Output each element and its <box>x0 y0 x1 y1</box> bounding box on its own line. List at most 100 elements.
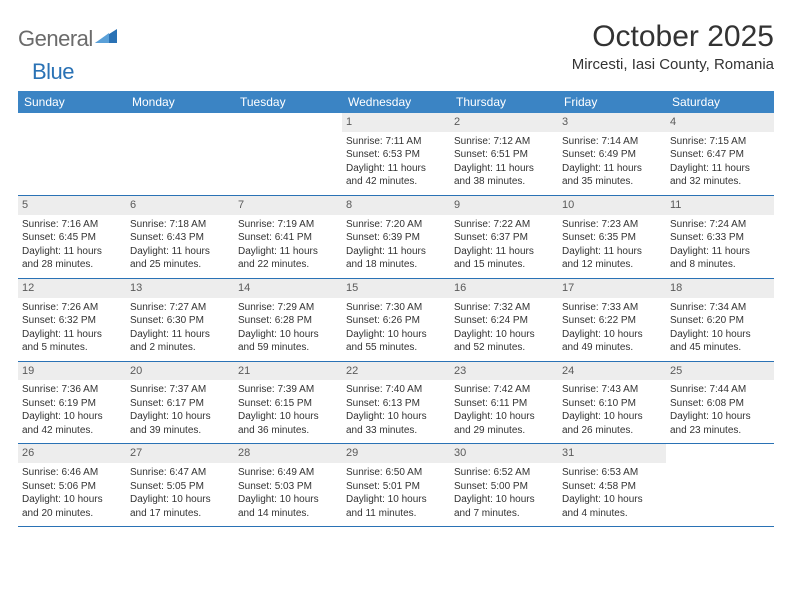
sunrise-text: Sunrise: 7:26 AM <box>22 301 122 315</box>
sunrise-text: Sunrise: 7:36 AM <box>22 383 122 397</box>
daylight-text: Daylight: 10 hours <box>346 410 446 424</box>
daylight-text: and 32 minutes. <box>670 175 770 189</box>
daylight-text: Daylight: 10 hours <box>670 410 770 424</box>
day-cell: 19Sunrise: 7:36 AMSunset: 6:19 PMDayligh… <box>18 362 126 444</box>
sunset-text: Sunset: 6:13 PM <box>346 397 446 411</box>
daylight-text: Daylight: 10 hours <box>454 410 554 424</box>
sunset-text: Sunset: 6:35 PM <box>562 231 662 245</box>
day-cell: 12Sunrise: 7:26 AMSunset: 6:32 PMDayligh… <box>18 279 126 361</box>
daylight-text: and 35 minutes. <box>562 175 662 189</box>
sunset-text: Sunset: 6:15 PM <box>238 397 338 411</box>
day-cell: 5Sunrise: 7:16 AMSunset: 6:45 PMDaylight… <box>18 196 126 278</box>
day-cell: 23Sunrise: 7:42 AMSunset: 6:11 PMDayligh… <box>450 362 558 444</box>
sunrise-text: Sunrise: 7:24 AM <box>670 218 770 232</box>
sunset-text: Sunset: 6:41 PM <box>238 231 338 245</box>
sunrise-text: Sunrise: 7:19 AM <box>238 218 338 232</box>
daylight-text: and 22 minutes. <box>238 258 338 272</box>
daylight-text: and 26 minutes. <box>562 424 662 438</box>
daylight-text: and 20 minutes. <box>22 507 122 521</box>
daylight-text: Daylight: 10 hours <box>454 328 554 342</box>
daylight-text: and 55 minutes. <box>346 341 446 355</box>
day-number: 7 <box>234 196 342 215</box>
weekday-saturday: Saturday <box>666 91 774 113</box>
sunset-text: Sunset: 6:47 PM <box>670 148 770 162</box>
daylight-text: and 15 minutes. <box>454 258 554 272</box>
day-cell: 11Sunrise: 7:24 AMSunset: 6:33 PMDayligh… <box>666 196 774 278</box>
day-cell: 14Sunrise: 7:29 AMSunset: 6:28 PMDayligh… <box>234 279 342 361</box>
day-number: 17 <box>558 279 666 298</box>
sunset-text: Sunset: 5:03 PM <box>238 480 338 494</box>
day-cell: 13Sunrise: 7:27 AMSunset: 6:30 PMDayligh… <box>126 279 234 361</box>
daylight-text: Daylight: 10 hours <box>238 493 338 507</box>
day-cell: 27Sunrise: 6:47 AMSunset: 5:05 PMDayligh… <box>126 444 234 526</box>
sunrise-text: Sunrise: 7:14 AM <box>562 135 662 149</box>
day-number: 12 <box>18 279 126 298</box>
daylight-text: Daylight: 11 hours <box>670 245 770 259</box>
sunset-text: Sunset: 6:43 PM <box>130 231 230 245</box>
sunrise-text: Sunrise: 7:15 AM <box>670 135 770 149</box>
day-cell: 30Sunrise: 6:52 AMSunset: 5:00 PMDayligh… <box>450 444 558 526</box>
day-number: 16 <box>450 279 558 298</box>
daylight-text: and 5 minutes. <box>22 341 122 355</box>
week-row: 5Sunrise: 7:16 AMSunset: 6:45 PMDaylight… <box>18 196 774 279</box>
sunset-text: Sunset: 5:05 PM <box>130 480 230 494</box>
daylight-text: Daylight: 10 hours <box>454 493 554 507</box>
sunrise-text: Sunrise: 6:46 AM <box>22 466 122 480</box>
sunrise-text: Sunrise: 6:50 AM <box>346 466 446 480</box>
sunrise-text: Sunrise: 7:27 AM <box>130 301 230 315</box>
day-number: 14 <box>234 279 342 298</box>
weekday-tuesday: Tuesday <box>234 91 342 113</box>
day-cell: 21Sunrise: 7:39 AMSunset: 6:15 PMDayligh… <box>234 362 342 444</box>
sunrise-text: Sunrise: 7:40 AM <box>346 383 446 397</box>
day-number: 26 <box>18 444 126 463</box>
day-number: 10 <box>558 196 666 215</box>
daylight-text: and 59 minutes. <box>238 341 338 355</box>
sunset-text: Sunset: 6:19 PM <box>22 397 122 411</box>
daylight-text: and 4 minutes. <box>562 507 662 521</box>
daylight-text: and 7 minutes. <box>454 507 554 521</box>
day-cell: 10Sunrise: 7:23 AMSunset: 6:35 PMDayligh… <box>558 196 666 278</box>
daylight-text: Daylight: 11 hours <box>454 245 554 259</box>
day-cell: . <box>18 113 126 195</box>
sunrise-text: Sunrise: 7:23 AM <box>562 218 662 232</box>
daylight-text: Daylight: 10 hours <box>562 493 662 507</box>
sunrise-text: Sunrise: 7:39 AM <box>238 383 338 397</box>
sunrise-text: Sunrise: 7:16 AM <box>22 218 122 232</box>
daylight-text: Daylight: 11 hours <box>670 162 770 176</box>
day-cell: 25Sunrise: 7:44 AMSunset: 6:08 PMDayligh… <box>666 362 774 444</box>
sunset-text: Sunset: 6:53 PM <box>346 148 446 162</box>
daylight-text: and 17 minutes. <box>130 507 230 521</box>
daylight-text: and 36 minutes. <box>238 424 338 438</box>
day-cell: 1Sunrise: 7:11 AMSunset: 6:53 PMDaylight… <box>342 113 450 195</box>
daylight-text: and 52 minutes. <box>454 341 554 355</box>
sunrise-text: Sunrise: 7:44 AM <box>670 383 770 397</box>
daylight-text: and 18 minutes. <box>346 258 446 272</box>
daylight-text: Daylight: 11 hours <box>454 162 554 176</box>
sunset-text: Sunset: 6:24 PM <box>454 314 554 328</box>
sunrise-text: Sunrise: 6:49 AM <box>238 466 338 480</box>
day-cell: 20Sunrise: 7:37 AMSunset: 6:17 PMDayligh… <box>126 362 234 444</box>
day-number: 27 <box>126 444 234 463</box>
daylight-text: Daylight: 10 hours <box>130 410 230 424</box>
daylight-text: Daylight: 11 hours <box>130 328 230 342</box>
day-cell: . <box>234 113 342 195</box>
sunset-text: Sunset: 6:49 PM <box>562 148 662 162</box>
day-cell: 28Sunrise: 6:49 AMSunset: 5:03 PMDayligh… <box>234 444 342 526</box>
day-number: 18 <box>666 279 774 298</box>
daylight-text: and 29 minutes. <box>454 424 554 438</box>
daylight-text: and 39 minutes. <box>130 424 230 438</box>
sunset-text: Sunset: 6:22 PM <box>562 314 662 328</box>
day-number: 25 <box>666 362 774 381</box>
day-cell: 18Sunrise: 7:34 AMSunset: 6:20 PMDayligh… <box>666 279 774 361</box>
sunrise-text: Sunrise: 7:32 AM <box>454 301 554 315</box>
location: Mircesti, Iasi County, Romania <box>572 56 774 73</box>
day-number: 1 <box>342 113 450 132</box>
daylight-text: Daylight: 10 hours <box>670 328 770 342</box>
weekday-wednesday: Wednesday <box>342 91 450 113</box>
daylight-text: and 25 minutes. <box>130 258 230 272</box>
sunrise-text: Sunrise: 7:29 AM <box>238 301 338 315</box>
daylight-text: and 33 minutes. <box>346 424 446 438</box>
day-number: 6 <box>126 196 234 215</box>
daylight-text: Daylight: 10 hours <box>238 410 338 424</box>
logo-triangle-icon <box>95 27 117 48</box>
